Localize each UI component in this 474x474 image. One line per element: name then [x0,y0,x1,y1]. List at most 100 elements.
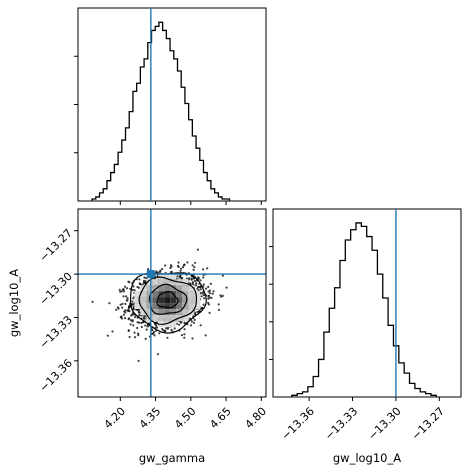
joint-density-cell [176,309,183,316]
joint-sample-point [180,267,183,270]
gw-log10-A-histogram-steps [291,222,437,397]
joint-density-cell [146,309,153,316]
joint-sample-point [129,323,132,326]
gw-log10-A-ytick-label: −13.36 [37,357,75,395]
joint-density-cell [146,285,153,292]
joint-density-cell [194,291,201,298]
joint-density-cell [158,279,165,286]
joint-panel-frame [77,208,267,398]
joint-density-cell [152,309,159,316]
joint-density-cell [146,291,153,298]
joint-sample-point [144,324,147,327]
joint-contour-1-sigma [148,283,188,315]
joint-density-cell [146,303,153,310]
joint-sample-point [128,281,131,284]
joint-sample-point [121,306,124,309]
gw-gamma-histogram-panel [74,7,267,205]
joint-contour-1.5-sigma [138,276,197,325]
joint-sample-point [176,275,179,278]
joint-density-cell [164,285,171,292]
joint-sample-point [203,297,206,300]
joint-sample-point [169,271,173,274]
joint-sample-point [211,292,214,295]
joint-sample-point [219,294,222,297]
joint-sample-point [162,329,165,332]
joint-sample-point [193,318,196,321]
joint-sample-point [106,334,109,337]
joint-sample-point [156,353,159,356]
gw-log10-A-xtick-label: −13.30 [366,405,404,443]
joint-density-cell [176,297,183,304]
joint-sample-point [183,328,186,331]
joint-density-cell [164,297,171,304]
joint-sample-point [199,279,202,282]
joint-density-cell [164,279,171,286]
gw-log10-A-ytick-label: −13.27 [37,226,75,264]
joint-sample-point [123,317,127,320]
joint-sample-point [132,285,135,288]
joint-sample-point [143,276,146,279]
joint-sample-point [182,266,185,269]
gw-log10-A-xtick-label: −13.36 [279,405,317,443]
gw-gamma-xtick-label: 4.50 [172,405,199,432]
gw-log10-A-histogram-panel [269,208,462,401]
joint-sample-point [155,270,158,273]
joint-density-cell [188,291,195,298]
joint-density-cell [176,285,183,292]
joint-sample-point [221,274,224,277]
joint-sample-point [122,295,125,298]
gw-log10-A-ytick-label: −13.33 [37,313,75,351]
joint-density-cell [170,315,177,322]
joint-sample-point [191,264,194,267]
joint-sample-point [111,330,114,333]
joint-density-cell [158,285,165,292]
joint-sample-point [170,328,173,331]
joint-density-cell [134,303,141,310]
joint-sample-point [197,289,200,292]
joint-density-cell [182,309,189,316]
joint-sample-point [155,324,158,327]
joint-sample-point [91,300,94,303]
joint-sample-point [183,321,186,324]
joint-density-cell [164,315,171,322]
joint-density-cell [152,297,159,304]
gw-gamma-xtick-label: 4.80 [243,405,270,432]
joint-density-cell [140,291,147,298]
joint-density-cell [182,285,189,292]
joint-density-cell [182,297,189,304]
joint-density-cell [194,303,201,310]
joint-sample-point [119,303,122,306]
joint-sample-point [127,329,130,332]
joint-density-cell [170,279,177,286]
joint-sample-point [130,314,133,317]
joint-density-cell [188,297,195,304]
joint-sample-point [137,286,140,289]
joint-sample-point [199,324,202,327]
joint-sample-point [202,303,205,306]
joint-density-cell [134,297,141,304]
joint-sample-point [118,288,121,291]
joint-sample-point [151,332,154,335]
joint-sample-point [137,310,140,313]
joint-density-cell [182,315,189,322]
joint-sample-point [202,268,205,271]
joint-truth-marker [146,270,155,279]
joint-sample-point [137,359,140,362]
joint-sample-point [127,306,130,310]
gw-log10-A-y-axis-title: gw_log10_A [7,269,21,337]
joint-sample-point [212,290,215,293]
joint-density-cell [170,309,177,316]
joint-sample-point [142,279,146,282]
joint-sample-point [115,308,118,311]
joint-sample-point [122,290,126,293]
joint-scatter-panel [77,208,267,398]
joint-density-cell [140,309,147,316]
joint-sample-point [128,310,131,313]
joint-sample-point [179,269,182,272]
joint-sample-point [122,313,126,316]
joint-density-cell [188,285,195,292]
joint-sample-point [147,268,150,271]
joint-sample-point [116,306,119,309]
joint-sample-point [183,263,186,266]
joint-sample-point [202,283,205,286]
